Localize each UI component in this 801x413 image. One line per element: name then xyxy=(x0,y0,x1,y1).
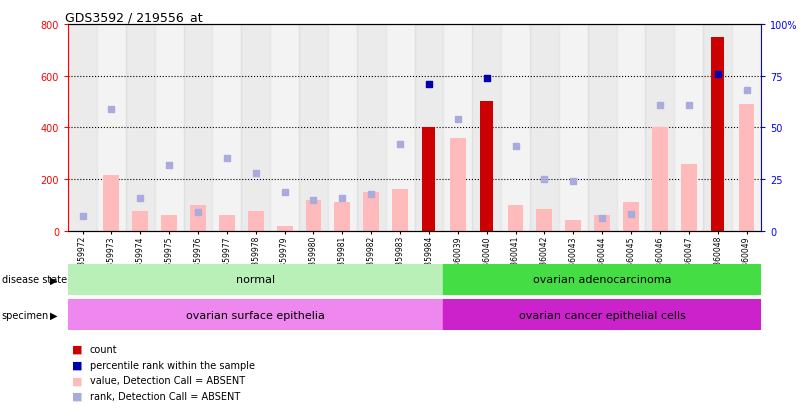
Point xyxy=(364,191,377,197)
Text: count: count xyxy=(90,344,117,354)
Bar xyxy=(276,226,292,231)
Bar xyxy=(530,25,559,231)
Bar xyxy=(299,25,328,231)
Point xyxy=(740,88,753,94)
Point xyxy=(596,216,609,222)
Bar xyxy=(617,25,646,231)
Bar xyxy=(68,264,444,295)
Bar xyxy=(415,25,444,231)
Point xyxy=(278,189,291,195)
Bar xyxy=(219,216,235,231)
Point xyxy=(76,214,89,220)
Bar xyxy=(732,25,761,231)
Bar xyxy=(588,25,617,231)
Bar xyxy=(652,128,668,231)
Bar xyxy=(501,25,530,231)
Point xyxy=(220,156,233,162)
Bar xyxy=(623,203,639,231)
Point xyxy=(393,141,406,148)
Point xyxy=(105,106,118,113)
Text: ■: ■ xyxy=(72,344,83,354)
Text: ▶: ▶ xyxy=(50,275,58,285)
Bar xyxy=(305,200,321,231)
Bar xyxy=(328,25,356,231)
Bar xyxy=(422,128,436,231)
Text: ovarian cancer epithelial cells: ovarian cancer epithelial cells xyxy=(519,310,686,320)
Point xyxy=(163,162,175,169)
Bar xyxy=(97,25,126,231)
Bar xyxy=(126,25,155,231)
Bar xyxy=(392,190,408,231)
Bar xyxy=(444,264,761,295)
Point xyxy=(567,178,580,185)
Bar xyxy=(594,216,610,231)
Bar xyxy=(161,216,177,231)
Text: rank, Detection Call = ABSENT: rank, Detection Call = ABSENT xyxy=(90,391,240,401)
Text: ■: ■ xyxy=(72,375,83,385)
Bar xyxy=(681,164,697,231)
Point xyxy=(682,102,695,109)
Bar xyxy=(241,25,270,231)
Text: normal: normal xyxy=(236,275,276,285)
Bar xyxy=(385,25,415,231)
Bar xyxy=(68,25,97,231)
Text: disease state: disease state xyxy=(2,275,66,285)
Bar xyxy=(183,25,212,231)
Point xyxy=(509,143,522,150)
Bar xyxy=(364,192,379,231)
Bar xyxy=(674,25,703,231)
Bar xyxy=(190,206,206,231)
Bar xyxy=(559,25,588,231)
Point xyxy=(249,170,262,177)
Text: specimen: specimen xyxy=(2,310,49,320)
Text: ovarian surface epithelia: ovarian surface epithelia xyxy=(187,310,325,320)
Text: ■: ■ xyxy=(72,360,83,370)
Bar xyxy=(444,299,761,330)
Bar xyxy=(334,203,350,231)
Point xyxy=(654,102,666,109)
Bar xyxy=(480,102,493,231)
Point xyxy=(134,195,147,202)
Bar xyxy=(508,206,524,231)
Point xyxy=(423,81,436,88)
Point xyxy=(191,209,204,216)
Bar xyxy=(473,25,501,231)
Bar xyxy=(646,25,674,231)
Bar xyxy=(155,25,183,231)
Text: ▶: ▶ xyxy=(50,310,58,320)
Text: ■: ■ xyxy=(72,391,83,401)
Bar xyxy=(739,105,755,231)
Point xyxy=(625,211,638,218)
Bar xyxy=(68,299,444,330)
Point xyxy=(481,75,493,82)
Text: ovarian adenocarcinoma: ovarian adenocarcinoma xyxy=(533,275,671,285)
Bar xyxy=(212,25,241,231)
Bar xyxy=(444,25,473,231)
Bar xyxy=(450,138,465,231)
Point xyxy=(452,116,465,123)
Text: GDS3592 / 219556_at: GDS3592 / 219556_at xyxy=(65,11,202,24)
Bar xyxy=(270,25,299,231)
Bar xyxy=(711,38,724,231)
Bar xyxy=(132,212,148,231)
Bar xyxy=(356,25,385,231)
Point xyxy=(538,176,551,183)
Bar xyxy=(103,176,119,231)
Point xyxy=(307,197,320,204)
Bar xyxy=(537,209,553,231)
Bar xyxy=(248,212,264,231)
Point xyxy=(336,195,348,202)
Text: percentile rank within the sample: percentile rank within the sample xyxy=(90,360,255,370)
Point xyxy=(711,71,724,78)
Bar xyxy=(703,25,732,231)
Bar xyxy=(566,221,582,231)
Text: value, Detection Call = ABSENT: value, Detection Call = ABSENT xyxy=(90,375,245,385)
